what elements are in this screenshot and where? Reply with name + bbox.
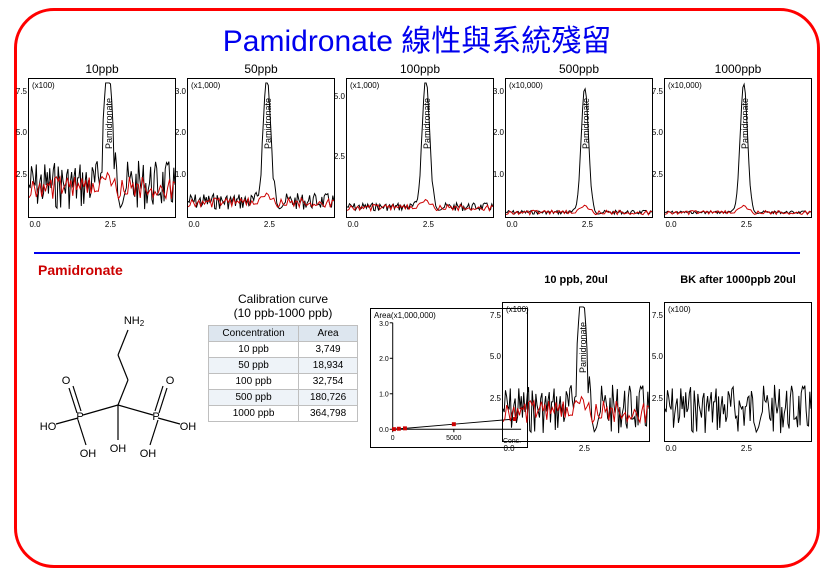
svg-text:0.0: 0.0 [379,427,389,434]
bottom-chromatogram-row: 10 ppb, 20ul(x100)2.55.07.50.02.5Pamidro… [502,274,812,494]
struct-p-right: P [152,411,159,423]
struct-ho-left: HO [40,421,57,433]
table-row: 10 ppb3,749 [209,341,358,357]
chromatogram-title: 1000ppb [664,62,812,76]
chromatogram-plot: (x1,000)1.02.03.00.02.5Pamidronate [187,78,335,218]
chromatogram: 50ppb (x1,000)1.02.03.00.02.5Pamidronate [187,62,335,232]
chromatogram-title: 100ppb [346,62,494,76]
chromatogram-title: BK after 1000ppb 20ul [664,274,812,300]
calib-title-2: (10 ppb-1000 ppb) [234,306,333,320]
chromatogram-plot: (x100)2.55.07.50.02.5Pamidronate [28,78,176,218]
slide-title: Pamidronate 線性與系統殘留 [0,16,834,60]
struct-oh-right2: OH [140,448,157,460]
struct-oh-right: OH [180,421,197,433]
table-header: Concentration [209,325,299,341]
divider [34,252,800,254]
table-header: Area [299,325,358,341]
svg-text:1.0: 1.0 [379,392,389,399]
calib-title-1: Calibration curve [238,292,328,306]
struct-oh-center: OH [110,443,127,455]
peak-label: Pamidronate [104,98,114,149]
chromatogram-title: 10 ppb, 20ul [502,274,650,300]
calibration-table: ConcentrationArea 10 ppb3,74950 ppb18,93… [208,325,358,422]
svg-text:5000: 5000 [446,435,462,442]
chromatogram: 500ppb (x10,000)1.02.03.00.02.5Pamidronat… [505,62,653,232]
chromatogram-plot: (x10,000)2.55.07.50.02.5Pamidronate [664,78,812,218]
table-row: 50 ppb18,934 [209,357,358,373]
table-row: 100 ppb32,754 [209,373,358,389]
chromatogram-plot: (x100)2.55.07.50.02.5 [664,302,812,442]
table-row: 1000 ppb364,798 [209,405,358,421]
chromatogram-title: 500ppb [505,62,653,76]
chromatogram: 1000ppb (x10,000)2.55.07.50.02.5Pamidrona… [664,62,812,232]
top-chromatogram-row: 10ppb(x100)2.55.07.50.02.5Pamidronate50p… [28,62,812,232]
peak-label: Pamidronate [263,98,273,149]
table-row: 500 ppb180,726 [209,389,358,405]
svg-text:3.0: 3.0 [379,321,389,328]
chromatogram-plot: (x10,000)1.02.03.00.02.5Pamidronate [505,78,653,218]
chromatogram: 100ppb (x1,000)2.55.00.02.5Pamidronate [346,62,494,232]
chromatogram-title: 50ppb [187,62,335,76]
calibration-section: Calibration curve (10 ppb-1000 ppb) Conc… [208,292,358,422]
chromatogram: BK after 1000ppb 20ul(x100)2.55.07.50.02… [664,274,812,494]
chromatogram: (x100)2.55.07.50.02.5 [664,302,812,442]
chromatogram-plot: (x100)2.55.07.50.02.5Pamidronate [502,302,650,442]
peak-label: Pamidronate [578,322,588,373]
compound-label: Pamidronate [38,262,123,278]
chromatogram: 10 ppb, 20ul(x100)2.55.07.50.02.5Pamidro… [502,274,650,494]
chromatogram: 10ppb (x100)2.55.07.50.02.5Pamidronate [28,62,176,232]
svg-text:0: 0 [391,435,395,442]
chromatogram-plot: (x1,000)2.55.00.02.5Pamidronate [346,78,494,218]
struct-o-right: O [166,375,175,387]
chemical-structure: NH2 O O P P HO OH OH OH OH [28,300,198,470]
svg-text:2.0: 2.0 [379,356,389,363]
peak-label: Pamidronate [740,98,750,149]
peak-label: Pamidronate [581,98,591,149]
peak-label: Pamidronate [422,98,432,149]
struct-oh-left: OH [80,448,97,460]
struct-o-left: O [62,375,71,387]
struct-p-left: P [76,411,83,423]
chromatogram: (x100)2.55.07.50.02.5Pamidronate [502,302,650,442]
chromatogram-title: 10ppb [28,62,176,76]
struct-nh2: NH2 [124,315,145,328]
